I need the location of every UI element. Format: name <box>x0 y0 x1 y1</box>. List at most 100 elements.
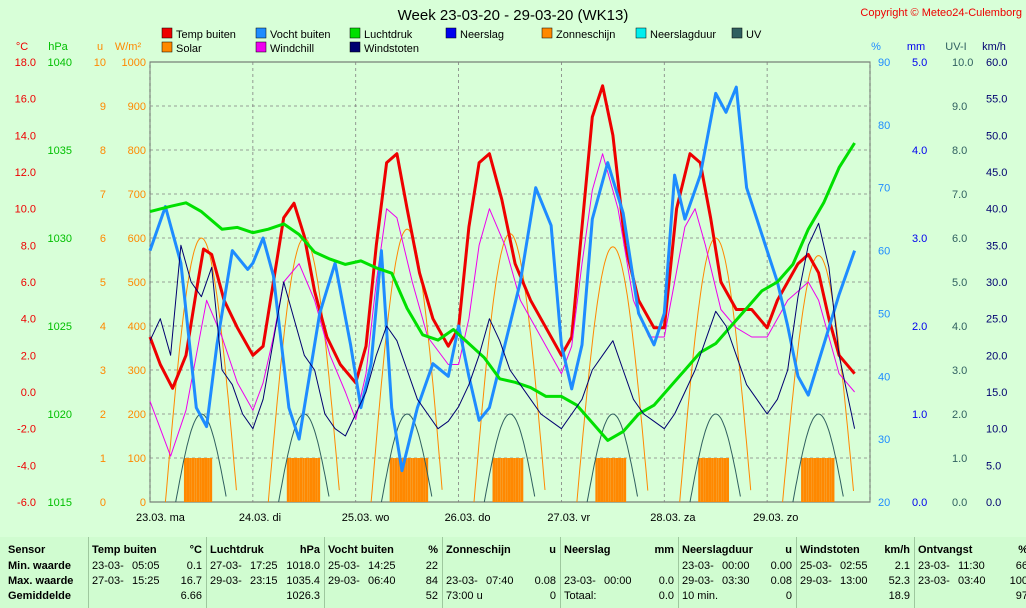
axis-tick-label: 6.0 <box>952 233 967 245</box>
series-windstoten <box>149 222 856 437</box>
stats-time: 03:40 <box>958 575 986 587</box>
axis-tick-label: 0 <box>100 497 106 509</box>
x-axis-label: 25.03. wo <box>342 512 390 524</box>
sunshine-bar <box>289 458 292 502</box>
stats-date: 29-03- <box>800 575 832 587</box>
sunshine-bar <box>826 458 830 502</box>
axis-tick-label: 12.0 <box>15 167 36 179</box>
sunshine-bar <box>505 458 508 502</box>
sunshine-bar <box>415 458 418 502</box>
stats-date: 73:00 u <box>446 590 483 602</box>
stats-group-unit: u <box>785 544 792 556</box>
stats-group-title: Neerslag <box>564 544 611 556</box>
sunshine-bar <box>813 458 817 502</box>
axis-tick-label: 0 <box>140 497 146 509</box>
stats-time: 02:55 <box>840 560 868 572</box>
stats-time: 07:40 <box>486 575 514 587</box>
sunshine-bar <box>199 458 202 502</box>
sunshine-bar <box>302 458 305 502</box>
sunshine-bar <box>291 458 295 502</box>
axis-tick-label: -6.0 <box>17 497 36 509</box>
legend-label: Windstoten <box>364 43 419 55</box>
sunshine-bar <box>610 458 614 502</box>
axis-tick-label: 0.0 <box>912 497 927 509</box>
uv-line <box>483 413 536 503</box>
sunshine-bar <box>502 458 506 502</box>
sunshine-bar <box>700 458 704 502</box>
stats-time: 05:05 <box>132 560 160 572</box>
axis-unit-label: km/h <box>982 41 1006 53</box>
legend-label: Solar <box>176 43 202 55</box>
stats-sensor-header: Sensor <box>8 544 46 556</box>
stats-row-label: Min. waarde <box>8 560 71 572</box>
legend-swatch <box>255 41 267 53</box>
sunshine-bar <box>389 458 393 502</box>
stats-value: 100 <box>1009 575 1026 587</box>
axis-tick-label: 0.0 <box>952 497 967 509</box>
axis-tick-label: 400 <box>128 321 146 333</box>
stats-value: 1018.0 <box>286 560 320 572</box>
sunshine-bar <box>621 458 624 502</box>
stats-column-divider <box>678 537 679 608</box>
sunshine-bar <box>412 458 416 502</box>
axis-unit-label: % <box>871 41 881 53</box>
sunshine-bar <box>811 458 814 502</box>
axis-tick-label: 30.0 <box>986 277 1007 289</box>
series-temp-buiten <box>148 84 856 390</box>
sunshine-bar <box>191 458 195 502</box>
sunshine-bar <box>492 458 496 502</box>
legend-swatch <box>255 27 267 39</box>
axis-tick-label: 1 <box>100 453 106 465</box>
sunshine-bar <box>515 458 519 502</box>
uv-line <box>689 413 741 503</box>
sunshine-bar <box>520 458 524 502</box>
chart-title: Week 23-03-20 - 29-03-20 (WK13) <box>398 7 629 24</box>
sunshine-bar <box>297 458 300 502</box>
stats-value: 6.66 <box>180 590 202 602</box>
stats-date: Totaal: <box>564 590 597 602</box>
legend-label: Neerslagduur <box>650 29 716 41</box>
x-axis-label: 28.03. za <box>650 512 696 524</box>
sunshine-bar <box>312 458 316 502</box>
sunshine-bar <box>713 458 717 502</box>
legend-swatch <box>541 27 553 39</box>
stats-date: 23-03- <box>918 575 950 587</box>
solar-line <box>782 255 854 503</box>
legend-label: Luchtdruk <box>364 29 413 41</box>
sunshine-bar <box>417 458 421 502</box>
weather-chart: Week 23-03-20 - 29-03-20 (WK13) Copyright… <box>15 7 1022 524</box>
stats-column-divider <box>796 537 797 608</box>
sunshine-bar <box>708 458 712 502</box>
axis-tick-label: 10 <box>94 57 106 69</box>
axis-tick-label: 6 <box>100 233 106 245</box>
sunshine-bar <box>392 458 395 502</box>
series-windchill <box>149 153 855 457</box>
sunshine-bar <box>816 458 820 502</box>
legend-label: UV <box>746 29 762 41</box>
axis-tick-label: 20 <box>878 497 890 509</box>
solar-line <box>576 246 649 503</box>
sunshine-bar <box>196 458 200 502</box>
axis-tick-label: 70 <box>878 183 890 195</box>
sunshine-bar <box>204 458 208 502</box>
legend-swatch <box>349 41 361 53</box>
axis-unit-label: °C <box>16 41 28 53</box>
axis-tick-label: 5.0 <box>986 460 1001 472</box>
stats-value: 0 <box>549 590 556 602</box>
stats-value: 0.08 <box>770 575 792 587</box>
axis-tick-label: 4.0 <box>912 145 927 157</box>
stats-date: 23-03- <box>918 560 950 572</box>
axis-tick-label: 1020 <box>48 409 72 421</box>
axis-tick-label: 5.0 <box>912 57 927 69</box>
solar-line <box>164 237 237 503</box>
solar-line <box>370 228 443 503</box>
axis-tick-label: 50.0 <box>986 130 1007 142</box>
sunshine-bar <box>597 458 601 502</box>
axis-tick-label: 60.0 <box>986 57 1007 69</box>
stats-value: 52 <box>425 590 438 602</box>
sunshine-bar <box>315 458 318 502</box>
stats-value: 2.1 <box>894 560 910 572</box>
stats-group-unit: mm <box>654 544 674 556</box>
stats-value: 0.08 <box>534 575 556 587</box>
axis-tick-label: 800 <box>128 145 146 157</box>
